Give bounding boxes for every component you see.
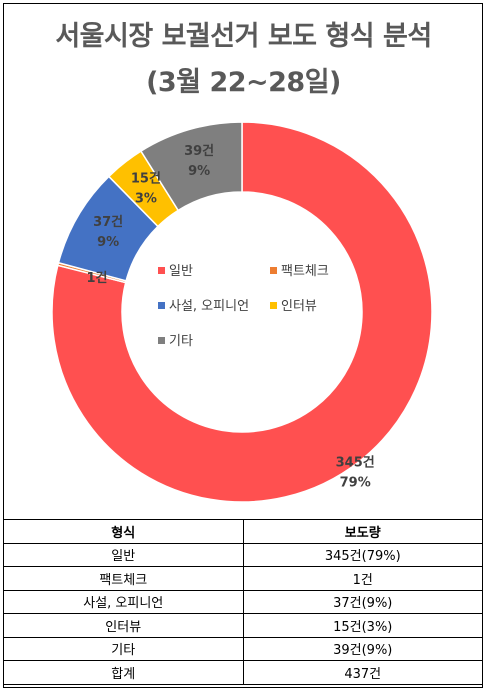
table-cell: 345건(79%) [242,542,483,567]
table-cell: 기타 [3,636,244,661]
table-cell: 합계 [3,660,244,685]
table-header-cell: 형식 [3,519,244,544]
legend-label-factcheck: 팩트체크 [281,264,329,279]
table-cell: 437건 [242,660,483,685]
table-cell: 인터뷰 [3,613,244,638]
table-cell: 사설, 오피니언 [3,589,244,614]
table-row: 사설, 오피니언 37건(9%) [3,589,483,614]
table-cell: 39건(9%) [242,636,483,661]
data-table: 형식 보도량 일반 345건(79%) 팩트체크 1건 사설, 오피니언 37건(9%) 인터뷰… [3,519,483,685]
table-row: 일반 345건(79%) [3,542,483,567]
chart-title: 서울시장 보궐선거 보도 형식 분석 [55,21,432,52]
slice-ilban [51,121,433,503]
legend-swatch-factcheck [270,267,277,274]
table-cell: 팩트체크 [3,566,244,591]
legend-label-interview: 인터뷰 [281,299,317,314]
table-row: 팩트체크 1건 [3,566,483,591]
table-row: 인터뷰 15건(3%) [3,613,483,638]
table-cell: 일반 [3,542,244,567]
table-cell: 15건(3%) [242,613,483,638]
table-header-cell: 보도량 [242,519,483,544]
donut-slices [51,121,433,503]
table-row: 기타 39건(9%) [3,636,483,661]
table-cell: 1건 [242,566,483,591]
table-header-row: 형식 보도량 [3,519,483,544]
legend-swatch-interview [270,302,277,309]
legend-label-ilban: 일반 [169,264,193,279]
slice-etc [139,121,243,212]
data-label-etc: 39건 9% [184,143,214,179]
data-label-ilban: 345건 79% [336,454,375,490]
data-label-opinion: 37건 9% [93,214,123,250]
legend-swatch-ilban [158,267,165,274]
data-label-factcheck: 1건 [86,270,107,286]
chart-subtitle: (3월 22~28일) [146,67,341,98]
data-labels: 345건 79% 1건 37건 9% 15건 3% 39건 9% [86,143,374,490]
table-row: 합계 437건 [3,660,483,685]
legend-label-opinion: 사설, 오피니언 [169,299,249,314]
legend-swatch-etc [158,337,165,344]
table-cell: 37건(9%) [242,589,483,614]
legend-label-etc: 기타 [169,334,193,349]
data-label-interview: 15건 3% [131,170,161,206]
legend-swatch-opinion [158,302,165,309]
